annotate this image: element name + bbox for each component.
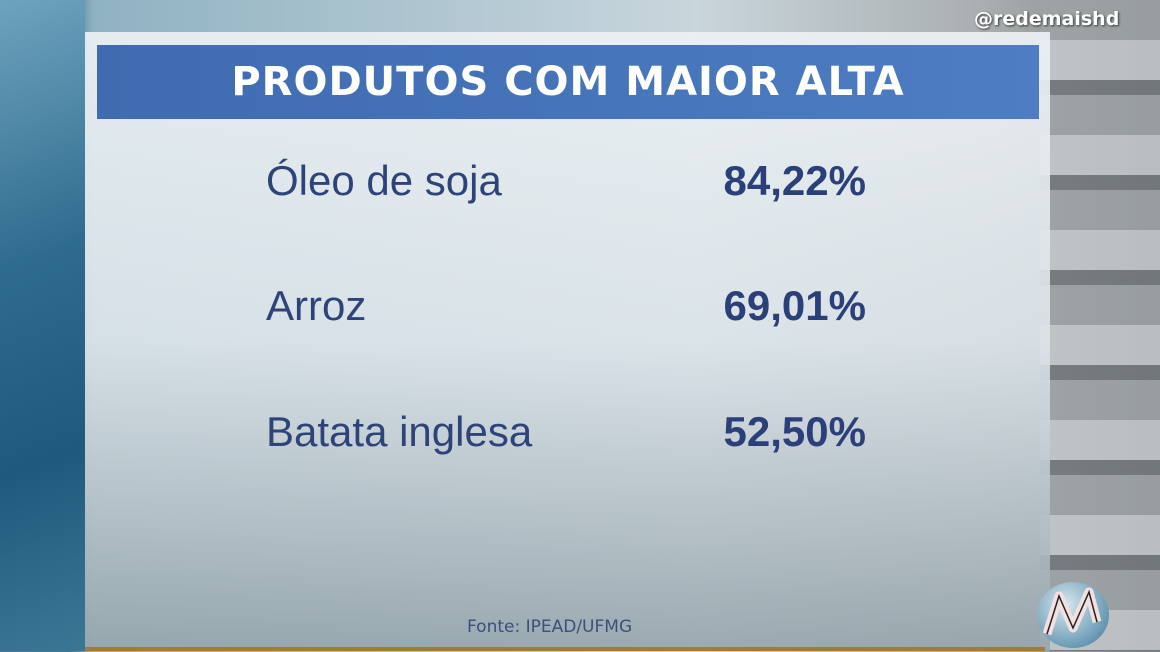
product-name: Arroz <box>266 282 367 329</box>
product-value: 84,22% <box>723 157 866 204</box>
background-supermarket <box>1040 0 1160 651</box>
product-value: 52,50% <box>723 408 866 455</box>
m-logo-icon <box>1042 587 1102 636</box>
bottom-bar <box>85 647 1045 651</box>
info-panel <box>85 32 1050 651</box>
source-caption: Fonte: IPEAD/UFMG <box>467 617 633 637</box>
title-banner: PRODUTOS COM MAIOR ALTA <box>97 45 1039 119</box>
channel-logo <box>1037 582 1109 648</box>
channel-handle: @redemaishd <box>974 8 1120 30</box>
title: PRODUTOS COM MAIOR ALTA <box>231 59 905 105</box>
background-left <box>0 0 85 651</box>
product-name: Óleo de soja <box>266 157 502 204</box>
list-item: Óleo de soja 84,22% <box>266 153 866 209</box>
product-name: Batata inglesa <box>266 408 533 455</box>
list-item: Batata inglesa 52,50% <box>266 404 866 460</box>
list-item: Arroz 69,01% <box>266 278 866 334</box>
product-value: 69,01% <box>723 282 866 329</box>
